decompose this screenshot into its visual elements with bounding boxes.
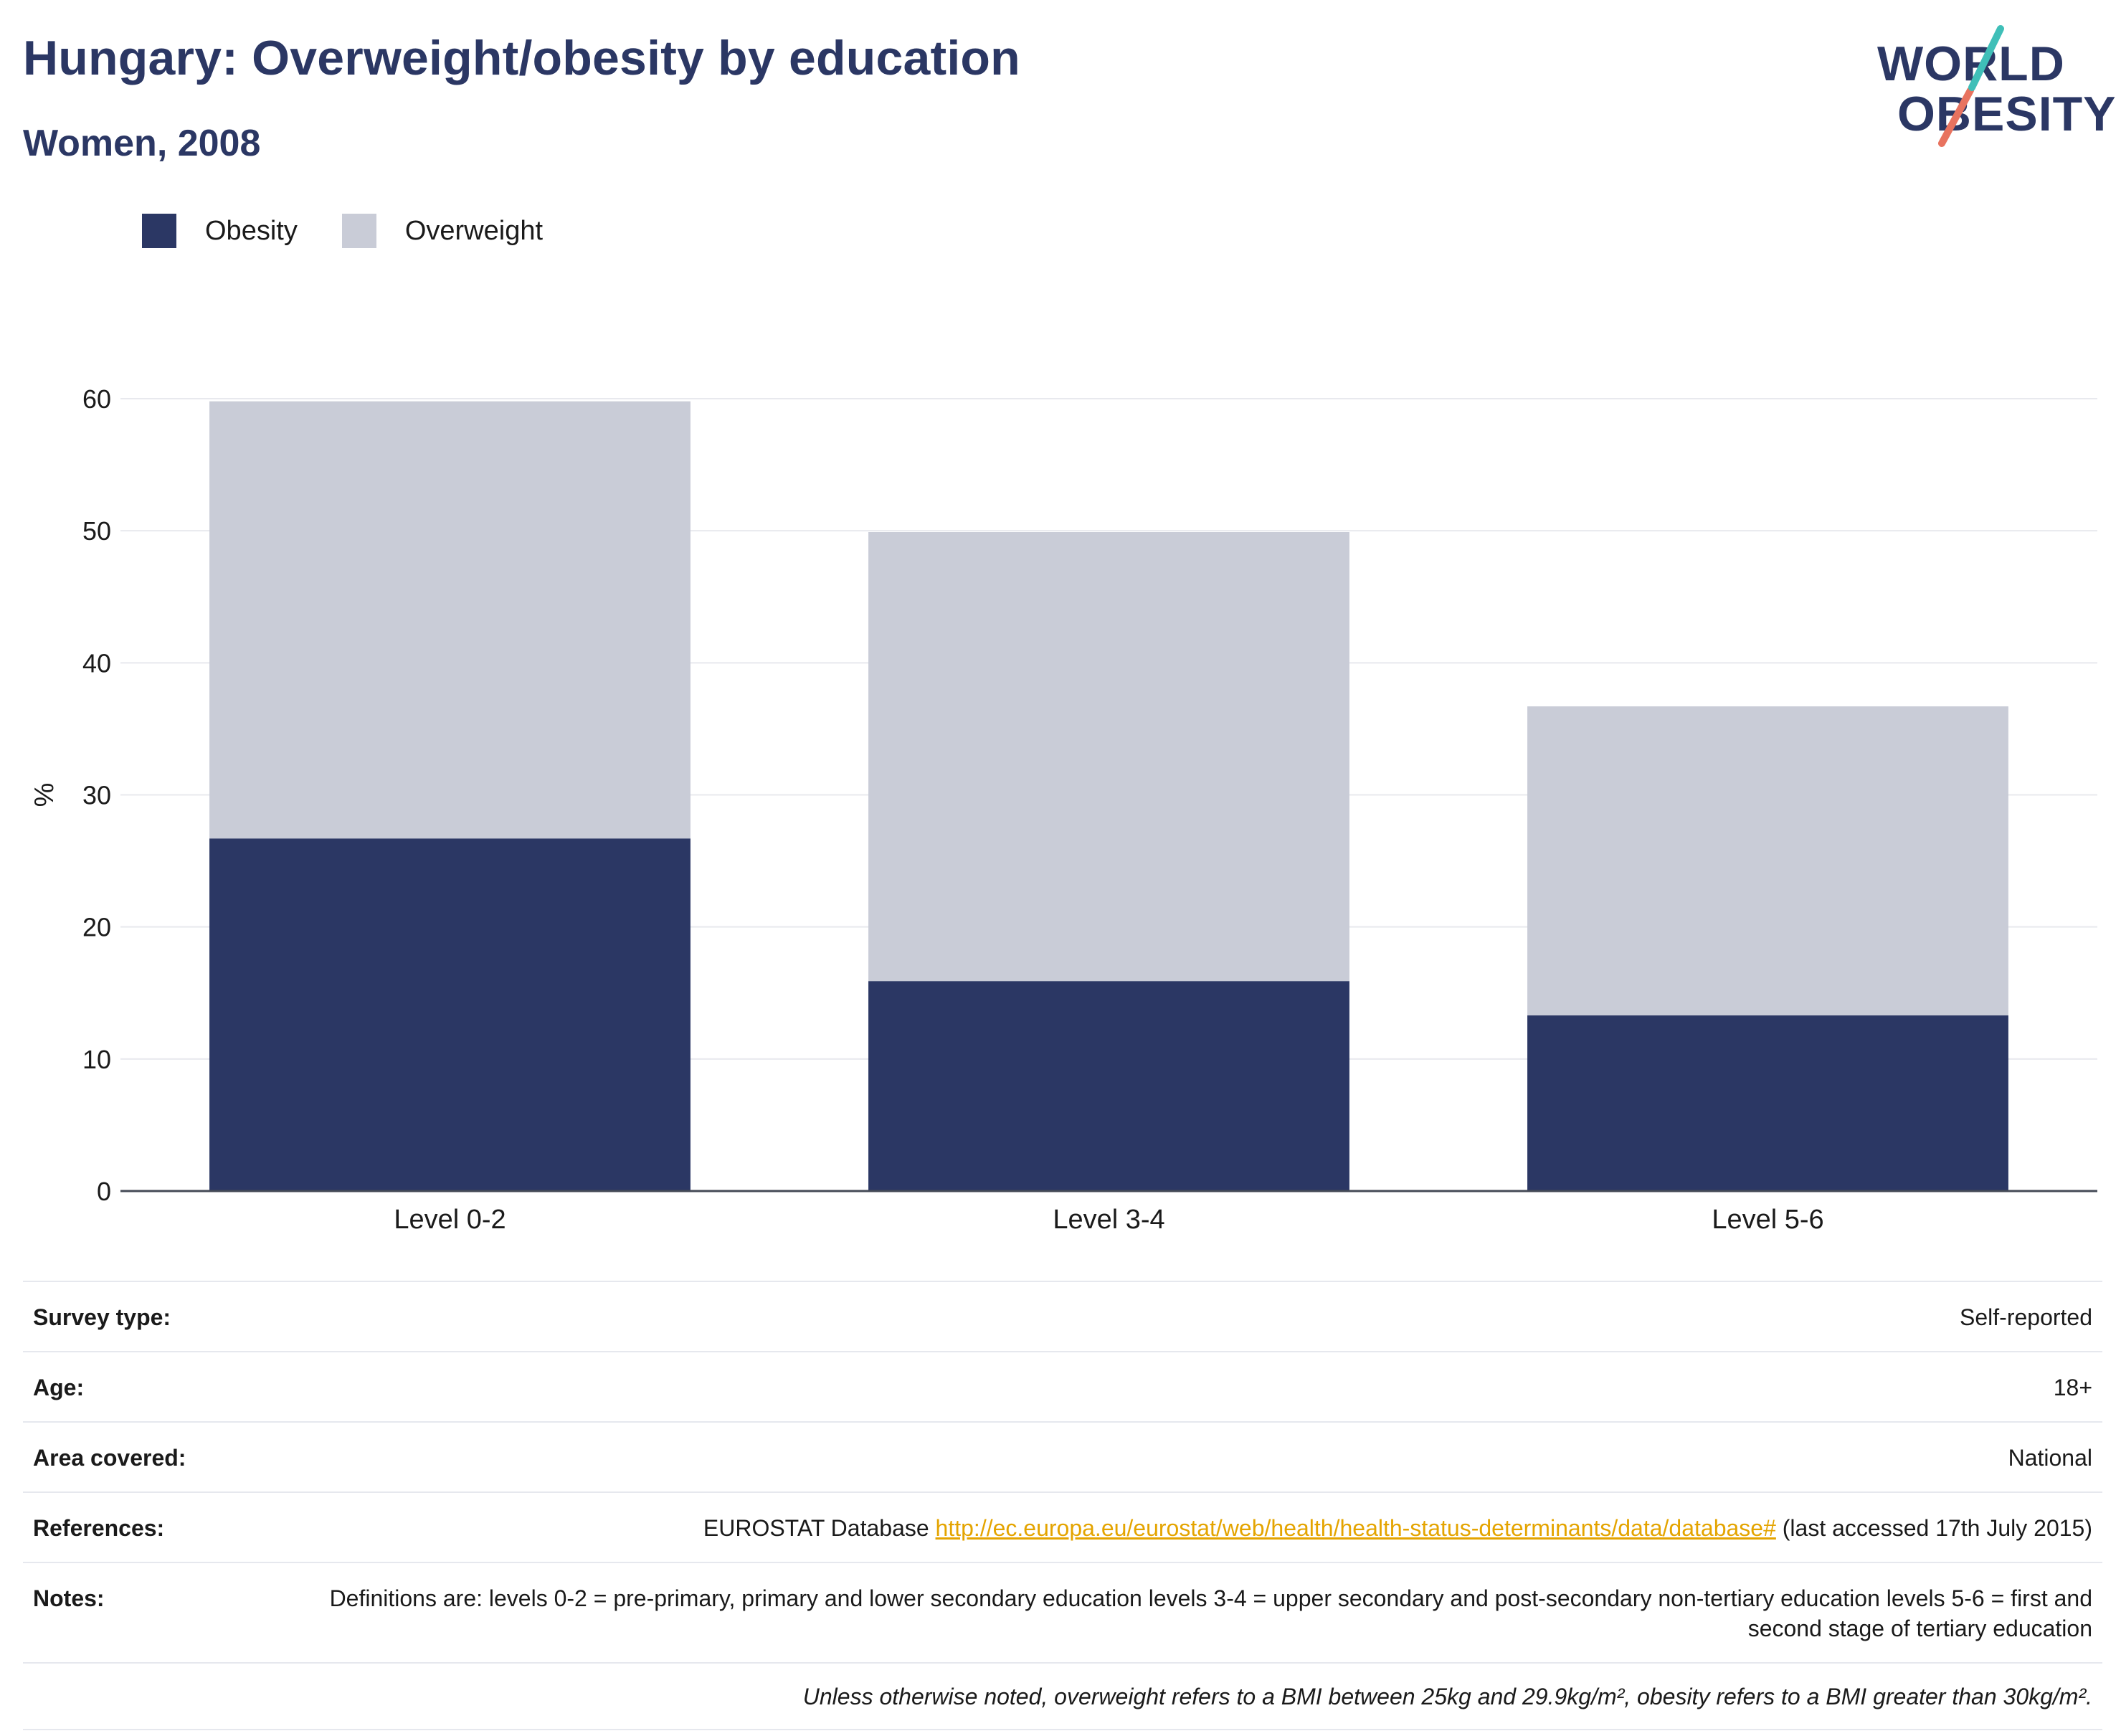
bar-obesity-1[interactable]: [209, 838, 691, 1191]
stacked-bar-chart: 0 10 20 30 40 50 60% Level 0-2 Level 3-4 Level 5-…: [29, 384, 2097, 1235]
bar-overweight-1[interactable]: [209, 401, 691, 839]
legend-label-overweight: Overweight: [404, 215, 544, 246]
logo-slash-icon: [1938, 25, 2004, 147]
info-value: 18+: [2053, 1375, 2092, 1400]
logo-word-obesity: OBESITY: [1897, 87, 2117, 141]
info-key: Age:: [33, 1375, 85, 1400]
info-key: References:: [33, 1515, 165, 1541]
x-tick-label: Level 3-4: [1053, 1205, 1164, 1235]
chart-legend: Obesity Overweight: [142, 214, 587, 248]
legend-item-obesity[interactable]: Obesity: [142, 214, 298, 248]
info-key: Notes:: [33, 1585, 105, 1611]
y-axis-label: %: [29, 783, 60, 807]
info-row-survey-type: Survey type: Self-reported: [23, 1281, 2102, 1351]
chart-subtitle: Women, 2008: [23, 123, 261, 164]
info-row-references: References: EUROSTAT Database http://ec.…: [23, 1491, 2102, 1562]
info-value: EUROSTAT Database http://ec.europa.eu/eu…: [320, 1513, 2092, 1543]
reference-prefix: EUROSTAT Database: [703, 1515, 936, 1541]
info-row-area-covered: Area covered: National: [23, 1421, 2102, 1491]
info-value: Definitions are: levels 0-2 = pre-primar…: [329, 1585, 2092, 1641]
bar-obesity-3[interactable]: [1527, 1015, 2008, 1191]
bmi-footnote: Unless otherwise noted, overweight refer…: [23, 1662, 2102, 1730]
y-tick-label: 30: [82, 781, 111, 810]
y-tick-label: 50: [82, 516, 111, 546]
y-tick-label: 10: [82, 1045, 111, 1074]
survey-info-table: Survey type: Self-reported Age: 18+ Area…: [23, 1281, 2102, 1730]
chart-title: Hungary: Overweight/obesity by education: [23, 31, 1020, 85]
world-obesity-logo: WORLD OBESITY: [1864, 22, 2116, 151]
bar-overweight-2[interactable]: [868, 532, 1349, 982]
reference-link[interactable]: http://ec.europa.eu/eurostat/web/health/…: [935, 1515, 1776, 1541]
info-value: National: [2008, 1445, 2092, 1471]
info-value: Self-reported: [1960, 1304, 2092, 1330]
legend-swatch-obesity: [142, 214, 176, 248]
y-tick-label: 60: [82, 384, 111, 414]
info-row-notes: Notes: Definitions are: levels 0-2 = pre…: [23, 1562, 2102, 1662]
info-key: Area covered:: [33, 1445, 186, 1471]
bar-overweight-3[interactable]: [1527, 706, 2008, 1016]
bar-obesity-2[interactable]: [868, 981, 1349, 1191]
legend-swatch-overweight: [341, 214, 376, 248]
reference-suffix: (last accessed 17th July 2015): [1775, 1515, 2092, 1541]
x-tick-label: Level 5-6: [1712, 1205, 1823, 1235]
y-tick-label: 20: [82, 913, 111, 942]
y-tick-label: 40: [82, 648, 111, 678]
legend-item-overweight[interactable]: Overweight: [341, 214, 544, 248]
y-tick-label: 0: [97, 1177, 111, 1206]
legend-label-obesity: Obesity: [205, 215, 298, 246]
x-tick-label: Level 0-2: [394, 1205, 506, 1235]
info-row-age: Age: 18+: [23, 1351, 2102, 1421]
info-key: Survey type:: [33, 1304, 171, 1330]
